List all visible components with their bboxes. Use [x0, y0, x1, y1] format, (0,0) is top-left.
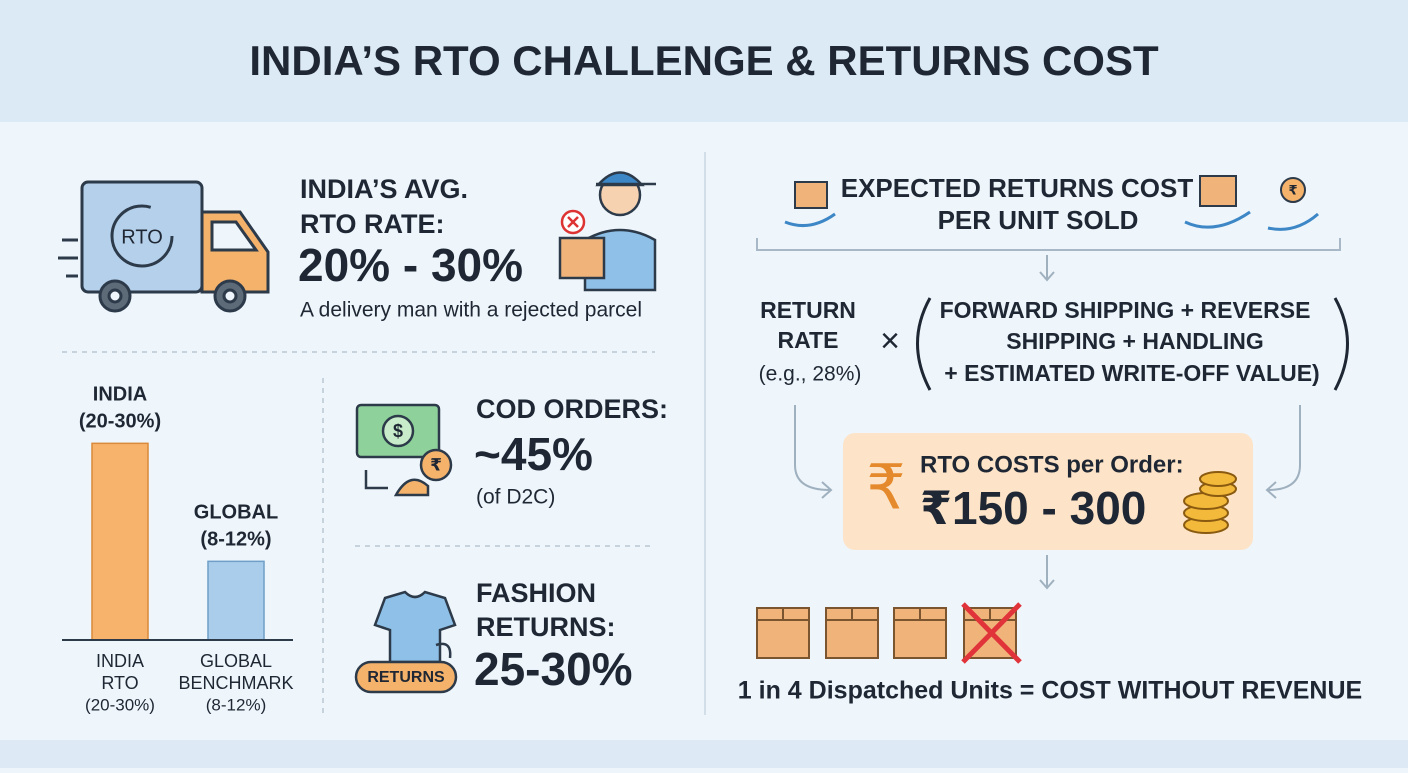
bracket — [756, 238, 1341, 251]
footer-band — [0, 740, 1408, 768]
cod-value: ~45% — [474, 428, 593, 480]
rupee-symbol: ₹ — [1288, 182, 1297, 197]
returns-badge: RETURNS — [367, 669, 445, 686]
header-band — [0, 0, 1408, 122]
x-tick-label: INDIA — [96, 651, 144, 671]
arrows — [794, 255, 1301, 590]
truck-icon — [58, 180, 270, 313]
rto-caption: A delivery man with a rejected parcel — [300, 299, 642, 322]
bar-label: (8-12%) — [200, 529, 271, 551]
rupee-icon: ₹ — [866, 453, 905, 522]
formula-term: SHIPPING + HANDLING — [1006, 328, 1264, 354]
bar — [91, 442, 149, 641]
rto-label: RTO RATE: — [300, 209, 445, 239]
paren — [916, 297, 932, 391]
tshirt-icon — [354, 590, 458, 694]
hand-box-icons — [784, 175, 1319, 231]
cost-title: EXPECTED RETURNS COST — [841, 173, 1194, 203]
bar-label: INDIA — [93, 384, 147, 406]
rto-label: INDIA’S AVG. — [300, 174, 468, 204]
delivery-man-icon — [558, 171, 657, 292]
cost-box — [843, 433, 1253, 550]
formula-term: + ESTIMATED WRITE-OFF VALUE) — [944, 360, 1319, 386]
boxes-icon — [756, 602, 1022, 664]
rupee-symbol: ₹ — [430, 455, 442, 474]
title: INDIA’S RTO CHALLENGE & RETURNS COST — [249, 37, 1159, 84]
cost-title: PER UNIT SOLD — [938, 205, 1139, 235]
coins-icon — [1183, 471, 1237, 534]
operator: × — [880, 322, 900, 360]
rate-label: RATE — [778, 327, 839, 353]
conclusion: 1 in 4 Dispatched Units = COST WITHOUT R… — [738, 677, 1362, 705]
rto-value: 20% - 30% — [298, 239, 523, 291]
truck-label: RTO — [121, 226, 163, 248]
rate-example: (e.g., 28%) — [759, 363, 862, 386]
x-tick-label: (8-12%) — [206, 695, 266, 714]
x-tick-label: (20-30%) — [85, 695, 155, 714]
paren — [1333, 297, 1349, 391]
x-tick-label: GLOBAL — [200, 651, 272, 671]
fashion-label: RETURNS: — [476, 612, 616, 642]
cost-value: ₹150 - 300 — [920, 482, 1146, 534]
fashion-value: 25-30% — [474, 643, 633, 695]
bar-label: (20-30%) — [79, 411, 161, 433]
dollar-symbol: $ — [393, 421, 403, 441]
bar — [207, 560, 265, 641]
cod-note: (of D2C) — [476, 486, 555, 509]
cost-label: RTO COSTS per Order: — [920, 451, 1184, 478]
cod-icon — [355, 403, 453, 497]
x-tick-label: RTO — [101, 673, 138, 693]
fashion-label: FASHION — [476, 578, 596, 608]
formula-term: FORWARD SHIPPING + REVERSE — [940, 297, 1311, 323]
rate-label: RETURN — [760, 297, 856, 323]
cod-label: COD ORDERS: — [476, 394, 668, 424]
x-tick-label: BENCHMARK — [178, 673, 293, 693]
bar-label: GLOBAL — [194, 502, 278, 524]
bar-chart: INDIA(20-30%)INDIARTO(20-30%)GLOBAL(8-12… — [62, 384, 294, 714]
